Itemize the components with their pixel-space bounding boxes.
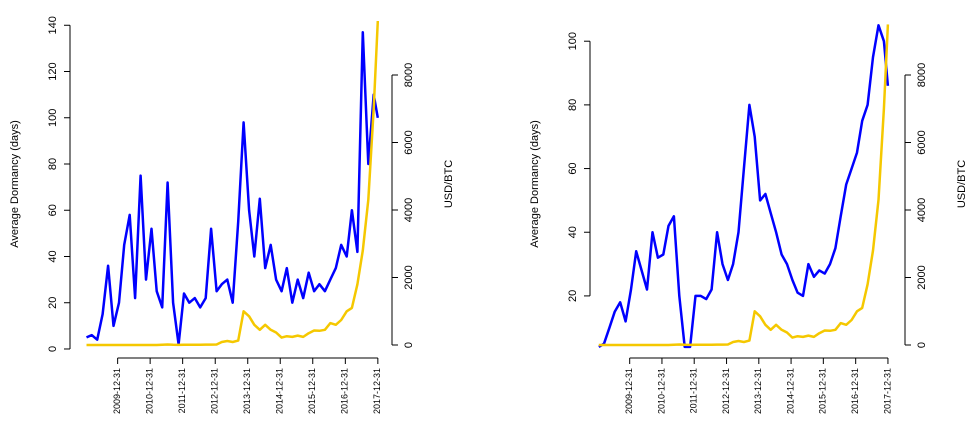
x-tick-label: 2011-12-31 (689, 368, 699, 413)
x-tick-label: 2009-12-31 (112, 368, 122, 414)
x-tick-label: 2011-12-31 (177, 368, 187, 413)
x-tick-label: 2016-12-31 (340, 368, 350, 414)
x-tick-label: 2014-12-31 (275, 368, 285, 414)
y2-tick-label: 4000 (403, 198, 415, 222)
y2-axis-label: USD/BTC (956, 160, 965, 208)
y-tick-label: 120 (47, 62, 59, 80)
y2-tick-label: 0 (403, 342, 415, 348)
x-tick-label: 2015-12-31 (818, 368, 828, 414)
x-tick-label: 2014-12-31 (785, 368, 795, 414)
x-tick-label: 2016-12-31 (850, 368, 860, 414)
x-tick-label: 2010-12-31 (656, 368, 666, 414)
series-line (598, 24, 890, 347)
y-axis-label: Average Dormancy (days) (529, 120, 541, 248)
y-tick-label: 0 (47, 346, 59, 352)
y-tick-label: 40 (47, 250, 59, 262)
series-line (85, 30, 380, 346)
y2-tick-label: 4000 (916, 198, 928, 222)
y-tick-label: 80 (47, 158, 59, 170)
x-tick-label: 2017-12-31 (882, 368, 892, 414)
y-tick-label: 100 (567, 32, 579, 50)
y-tick-label: 60 (47, 204, 59, 216)
y-tick-label: 60 (567, 162, 579, 174)
y-tick-label: 100 (47, 109, 59, 127)
x-tick-label: 2015-12-31 (307, 368, 317, 414)
y-tick-label: 140 (47, 16, 59, 34)
series-line (598, 24, 890, 349)
y2-tick-label: 8000 (403, 63, 415, 87)
y-tick-label: 20 (567, 290, 579, 302)
x-tick-label: 2012-12-31 (721, 368, 731, 414)
series-line (86, 20, 380, 347)
y2-tick-label: 2000 (916, 265, 928, 289)
x-tick-label: 2013-12-31 (242, 368, 252, 414)
y2-tick-label: 2000 (403, 265, 415, 289)
y2-tick-label: 8000 (916, 63, 928, 87)
y-tick-label: 40 (567, 226, 579, 238)
x-tick-label: 2009-12-31 (624, 368, 634, 414)
y2-tick-label: 6000 (916, 130, 928, 154)
x-tick-label: 2012-12-31 (210, 368, 220, 414)
y-tick-label: 20 (47, 297, 59, 309)
y-tick-label: 80 (567, 99, 579, 111)
y2-tick-label: 6000 (403, 130, 415, 154)
y2-axis-label: USD/BTC (443, 160, 455, 208)
y2-tick-label: 0 (916, 342, 928, 348)
x-tick-label: 2017-12-31 (372, 368, 382, 414)
y-axis-label: Average Dormancy (days) (9, 120, 21, 248)
x-tick-label: 2010-12-31 (145, 368, 155, 414)
x-tick-label: 2013-12-31 (753, 368, 763, 414)
